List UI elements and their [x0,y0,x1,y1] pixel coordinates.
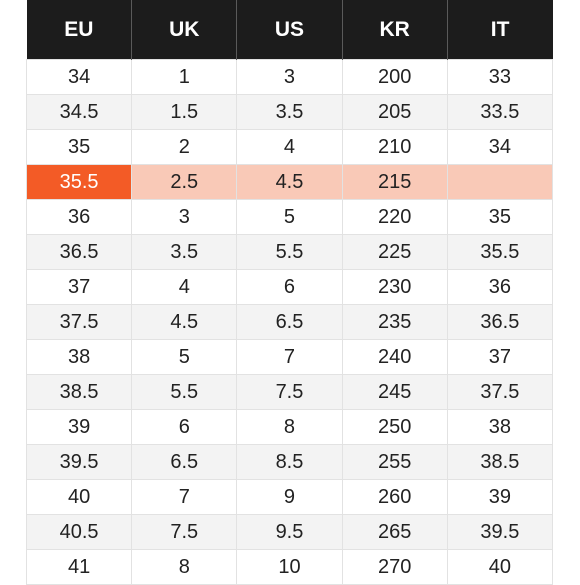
table-row[interactable]: 36.5 3.5 5.5 225 35.5 [25,234,554,270]
size-cell-eu[interactable]: 34.5 [25,94,133,130]
size-cell-us[interactable]: 9 [236,479,343,515]
size-cell-it[interactable]: 36 [446,269,554,305]
column-header-us: US [236,0,343,60]
size-cell-kr[interactable]: 255 [341,444,448,480]
size-cell-us[interactable]: 9.5 [236,514,343,550]
table-row[interactable]: 35 2 4 210 34 [25,129,554,165]
table-row[interactable]: 37 4 6 230 36 [25,269,554,305]
size-cell-eu[interactable]: 40 [25,479,133,515]
column-header-kr: KR [341,0,448,60]
size-cell-uk[interactable]: 4.5 [131,304,238,340]
size-cell-uk[interactable]: 7 [131,479,238,515]
size-cell-eu[interactable]: 38.5 [25,374,133,410]
table-row[interactable]: 35.5 2.5 4.5 215 [25,164,554,200]
size-cell-kr[interactable]: 220 [341,199,448,235]
size-cell-us[interactable]: 3.5 [236,94,343,130]
table-row[interactable]: 36 3 5 220 35 [25,199,554,235]
size-cell-us[interactable]: 5 [236,199,343,235]
header-row: EU UK US KR IT [26,0,553,60]
size-cell-us[interactable]: 8 [236,409,343,445]
size-cell-eu[interactable]: 39 [25,409,133,445]
table-row[interactable]: 40.5 7.5 9.5 265 39.5 [25,514,554,550]
size-cell-it[interactable]: 40 [446,549,554,585]
size-cell-it[interactable]: 38.5 [446,444,554,480]
size-cell-uk[interactable]: 2.5 [131,164,238,200]
size-cell-eu[interactable]: 41 [25,549,133,585]
table-row[interactable]: 39.5 6.5 8.5 255 38.5 [25,444,554,480]
size-cell-uk[interactable]: 4 [131,269,238,305]
column-header-it: IT [446,0,553,60]
size-cell-uk[interactable]: 3 [131,199,238,235]
size-cell-uk[interactable]: 5.5 [131,374,238,410]
size-cell-kr[interactable]: 240 [341,339,448,375]
size-cell-it[interactable]: 39.5 [446,514,554,550]
size-cell-us[interactable]: 7.5 [236,374,343,410]
size-cell-eu[interactable]: 36 [25,199,133,235]
table-body: 34 1 3 200 33 34.5 1.5 3.5 205 33.5 35 2 4 210 34 35.5 2… [25,59,554,585]
table-row[interactable]: 34 1 3 200 33 [25,59,554,95]
size-cell-eu[interactable]: 35.5 [25,164,133,200]
size-cell-it[interactable]: 34 [446,129,554,165]
size-cell-us[interactable]: 3 [236,59,343,95]
size-cell-us[interactable]: 7 [236,339,343,375]
size-cell-kr[interactable]: 230 [341,269,448,305]
size-cell-kr[interactable]: 260 [341,479,448,515]
size-cell-it[interactable]: 37.5 [446,374,554,410]
table-row[interactable]: 41 8 10 270 40 [25,549,554,585]
table-row[interactable]: 37.5 4.5 6.5 235 36.5 [25,304,554,340]
size-cell-eu[interactable]: 37 [25,269,133,305]
table-header: EU UK US KR IT [26,0,553,60]
size-cell-us[interactable]: 8.5 [236,444,343,480]
size-cell-us[interactable]: 5.5 [236,234,343,270]
size-cell-uk[interactable]: 7.5 [131,514,238,550]
size-cell-us[interactable]: 4.5 [236,164,343,200]
table-row[interactable]: 38.5 5.5 7.5 245 37.5 [25,374,554,410]
size-cell-eu[interactable]: 34 [25,59,133,95]
size-cell-kr[interactable]: 205 [341,94,448,130]
size-cell-uk[interactable]: 5 [131,339,238,375]
size-cell-us[interactable]: 6.5 [236,304,343,340]
size-cell-kr[interactable]: 215 [341,164,448,200]
size-cell-kr[interactable]: 200 [341,59,448,95]
size-cell-us[interactable]: 10 [236,549,343,585]
table-row[interactable]: 40 7 9 260 39 [25,479,554,515]
size-cell-uk[interactable]: 6 [131,409,238,445]
size-cell-kr[interactable]: 270 [341,549,448,585]
column-header-eu: EU [26,0,132,60]
size-cell-uk[interactable]: 8 [131,549,238,585]
size-cell-us[interactable]: 6 [236,269,343,305]
size-cell-kr[interactable]: 210 [341,129,448,165]
size-cell-it[interactable]: 33 [446,59,554,95]
size-cell-eu[interactable]: 35 [25,129,133,165]
size-cell-it[interactable]: 35 [446,199,554,235]
size-cell-it[interactable]: 35.5 [446,234,554,270]
size-cell-it[interactable]: 33.5 [446,94,554,130]
size-cell-it[interactable]: 37 [446,339,554,375]
size-cell-kr[interactable]: 235 [341,304,448,340]
size-cell-uk[interactable]: 1 [131,59,238,95]
size-cell-uk[interactable]: 2 [131,129,238,165]
size-cell-eu[interactable]: 38 [25,339,133,375]
size-conversion-table: EU UK US KR IT 34 1 3 200 33 34.5 1.5 3.5 205 33.… [25,0,554,585]
size-cell-kr[interactable]: 245 [341,374,448,410]
size-cell-kr[interactable]: 265 [341,514,448,550]
size-cell-uk[interactable]: 6.5 [131,444,238,480]
column-header-uk: UK [131,0,237,60]
size-cell-uk[interactable]: 3.5 [131,234,238,270]
size-cell-it[interactable]: 36.5 [446,304,554,340]
size-cell-it[interactable]: 39 [446,479,554,515]
size-cell-it[interactable] [446,164,554,200]
size-cell-us[interactable]: 4 [236,129,343,165]
size-cell-eu[interactable]: 36.5 [25,234,133,270]
table-row[interactable]: 38 5 7 240 37 [25,339,554,375]
size-cell-uk[interactable]: 1.5 [131,94,238,130]
size-cell-kr[interactable]: 250 [341,409,448,445]
size-cell-eu[interactable]: 40.5 [25,514,133,550]
size-cell-kr[interactable]: 225 [341,234,448,270]
size-cell-eu[interactable]: 37.5 [25,304,133,340]
size-cell-eu[interactable]: 39.5 [25,444,133,480]
table-row[interactable]: 34.5 1.5 3.5 205 33.5 [25,94,554,130]
table-row[interactable]: 39 6 8 250 38 [25,409,554,445]
size-cell-it[interactable]: 38 [446,409,554,445]
